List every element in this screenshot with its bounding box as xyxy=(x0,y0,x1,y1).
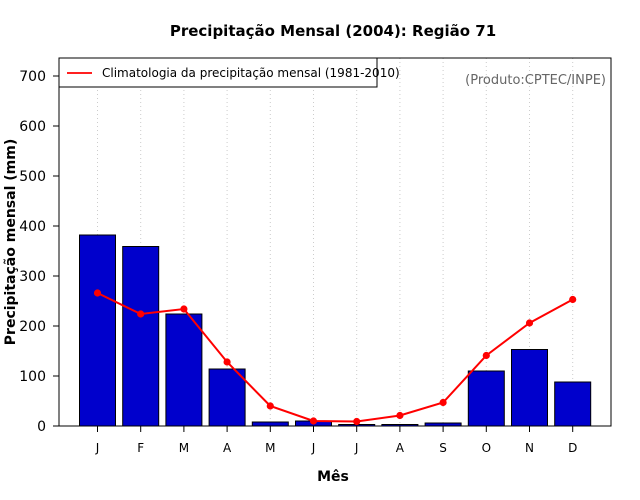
x-tick-label: J xyxy=(311,441,316,455)
point-10 xyxy=(482,351,490,360)
point-1 xyxy=(93,289,102,297)
series-line-climatology xyxy=(97,292,574,423)
bar-2 xyxy=(122,246,160,427)
climatology-line xyxy=(93,289,577,426)
point-11 xyxy=(525,319,534,327)
x-tick-label: F xyxy=(137,441,144,455)
grid-lines xyxy=(97,58,574,426)
y-axis-label: Precipitação mensal (mm) xyxy=(3,139,19,345)
point-7 xyxy=(353,417,361,426)
bar-12 xyxy=(554,381,592,427)
y-tick-label: 0 xyxy=(37,419,46,435)
source-credit: (Produto:CPTEC/INPE) xyxy=(465,73,606,88)
x-tick-label: J xyxy=(354,441,359,455)
point-2 xyxy=(137,310,145,318)
point-3 xyxy=(180,305,188,313)
point-8 xyxy=(396,411,404,420)
bar-11 xyxy=(511,349,548,427)
bar-5 xyxy=(251,421,289,427)
legend: Climatologia da precipitação mensal (198… xyxy=(58,57,400,88)
y-tick-label: 100 xyxy=(19,369,46,385)
point-6 xyxy=(309,417,318,425)
y-tick-label: 300 xyxy=(19,269,46,285)
x-tick-label: S xyxy=(439,441,447,455)
bar-10 xyxy=(467,370,505,427)
x-tick-label: M xyxy=(265,441,275,455)
bar-4 xyxy=(208,368,246,427)
y-tick-label: 600 xyxy=(19,119,46,135)
y-tick-label: 700 xyxy=(19,69,46,85)
x-tick-label: A xyxy=(223,441,232,455)
x-tick-label: J xyxy=(95,441,100,455)
y-tick-label: 200 xyxy=(19,319,46,335)
chart-title: Precipitação Mensal (2004): Região 71 xyxy=(170,22,496,40)
point-9 xyxy=(439,398,447,407)
x-axis-label: Mês xyxy=(317,469,349,485)
y-tick-label: 400 xyxy=(19,219,46,235)
bar-3 xyxy=(165,313,203,427)
x-tick-label: M xyxy=(179,441,189,455)
x-tick-label: O xyxy=(482,441,491,455)
y-tick-label: 500 xyxy=(19,169,46,185)
legend-box xyxy=(58,57,378,88)
point-4 xyxy=(223,358,231,366)
x-tick-label: A xyxy=(396,441,405,455)
bars xyxy=(79,234,592,427)
point-12 xyxy=(569,295,577,304)
legend-entry-climatology: Climatologia da precipitação mensal (198… xyxy=(102,66,400,80)
x-tick-label: D xyxy=(568,441,577,455)
y-axis: 0 100 200 300 400 500 600 700 xyxy=(19,69,59,435)
point-5 xyxy=(266,402,274,410)
x-tick-label: N xyxy=(525,441,534,455)
bar-1 xyxy=(79,234,116,427)
